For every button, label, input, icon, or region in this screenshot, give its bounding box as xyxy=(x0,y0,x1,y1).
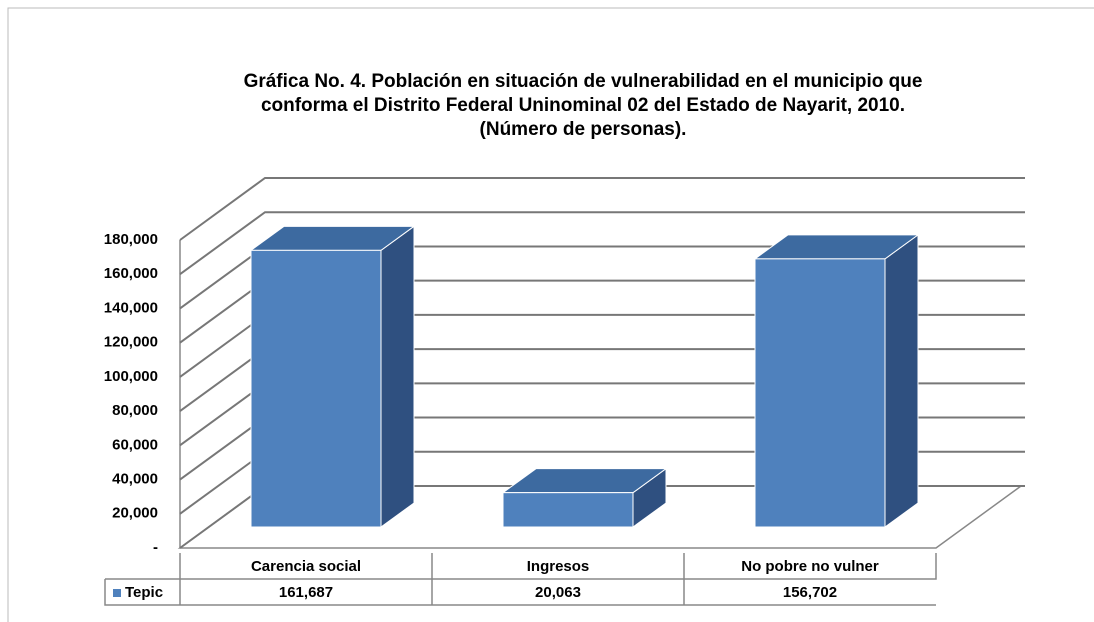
x-tick-label: No pobre no vulner xyxy=(741,558,879,575)
y-tick-label: 60,000 xyxy=(112,436,158,453)
frame xyxy=(7,7,1094,622)
legend-swatch xyxy=(113,589,121,597)
x-tick-label: Ingresos xyxy=(527,558,590,575)
data-label: 161,687 xyxy=(279,584,333,601)
y-tick-label: 80,000 xyxy=(112,402,158,419)
y-tick-label: - xyxy=(153,539,158,556)
bar xyxy=(502,492,634,528)
y-tick-label: 140,000 xyxy=(104,299,158,316)
grid-line xyxy=(179,177,1025,241)
bar xyxy=(250,249,382,528)
title-line: Gráfica No. 4. Población en situación de… xyxy=(244,71,923,92)
table-grid xyxy=(104,553,937,606)
y-tick-label: 120,000 xyxy=(104,334,158,351)
legend-label: Tepic xyxy=(125,584,163,601)
data-label: 156,702 xyxy=(783,584,837,601)
x-tick-label: Carencia social xyxy=(251,558,361,575)
data-label: 20,063 xyxy=(535,584,581,601)
bar-side xyxy=(380,225,415,528)
title-line: conforma el Distrito Federal Uninominal … xyxy=(261,95,905,116)
bar xyxy=(754,258,886,528)
y-tick-label: 20,000 xyxy=(112,505,158,522)
chart-title: Gráfica No. 4. Población en situación de… xyxy=(244,71,923,140)
bar-side xyxy=(884,233,919,528)
grid-line xyxy=(179,211,1025,276)
y-tick-label: 100,000 xyxy=(104,368,158,385)
y-tick-label: 180,000 xyxy=(104,231,158,248)
y-tick-label: 160,000 xyxy=(104,265,158,282)
title-line: (Número de personas). xyxy=(480,119,687,140)
y-tick-label: 40,000 xyxy=(112,471,158,488)
